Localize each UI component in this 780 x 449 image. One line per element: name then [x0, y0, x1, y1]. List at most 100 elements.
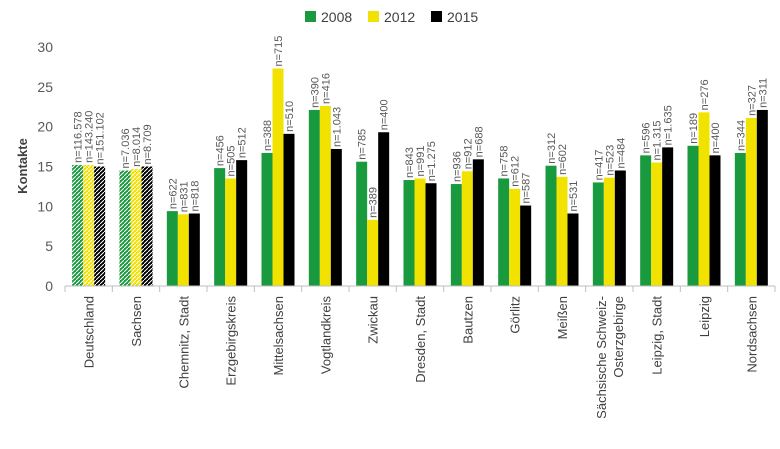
bar-g-rlitz-2012: [509, 188, 521, 286]
data-label-dresden-stadt-2008: n=843: [404, 147, 416, 178]
bar-zwickau-2012: [367, 219, 379, 286]
bar-deutschland-2012: [83, 164, 95, 286]
bar-mei-en-2012: [556, 176, 568, 286]
bar-chemnitz-stadt-2015: [188, 213, 200, 286]
category-label-sachsen: Sachsen: [129, 296, 144, 347]
bar-vogtlandkreis-2008: [308, 109, 320, 286]
bar-mittelsachsen-2012: [272, 68, 284, 286]
category-label-s-chsische-schweiz-osterzgebirge: Sächsische Schweiz- Osterzgebirge: [594, 296, 626, 419]
data-label-mei-en-2012: n=602: [557, 144, 569, 175]
data-label-deutschland-2015: n=151.102: [95, 112, 107, 164]
data-label-dresden-stadt-2015: n=1.275: [426, 141, 438, 181]
legend-label-2015: 2015: [447, 9, 478, 25]
category-label-line: Nordsachsen: [744, 296, 759, 373]
bar-leipzig-2015: [709, 155, 721, 286]
y-axis-label: Kontakte: [15, 138, 30, 194]
category-label-line: Osterzgebirge: [611, 296, 626, 378]
category-label-line: Mittelsachsen: [271, 296, 286, 375]
bar-nordsachsen-2015: [756, 109, 768, 286]
data-label-leipzig-stadt-2008: n=596: [641, 122, 653, 153]
legend-swatch-2015: [431, 11, 442, 22]
data-label-vogtlandkreis-2008: n=390: [309, 77, 321, 108]
category-label-zwickau: Zwickau: [366, 296, 381, 344]
data-label-sachsen-2015: n=8.709: [142, 124, 154, 164]
category-label-line: Görlitz: [508, 296, 523, 334]
data-label-mittelsachsen-2012: n=715: [273, 36, 285, 67]
bar-bautzen-2012: [461, 171, 473, 286]
bar-s-chsische-schweiz-osterzgebirge-2008: [592, 182, 604, 286]
bar-mittelsachsen-2008: [261, 152, 273, 286]
data-label-zwickau-2015: n=400: [379, 99, 391, 130]
category-label-dresden-stadt: Dresden, Stadt: [413, 296, 428, 383]
category-label-erzgebirgskreis: Erzgebirgskreis: [224, 296, 239, 386]
data-label-bautzen-2008: n=936: [451, 151, 463, 182]
data-label-deutschland-2012: n=143.240: [84, 111, 96, 163]
data-label-erzgebirgskreis-2015: n=512: [237, 127, 249, 158]
category-label-line: Leipzig, Stadt: [650, 296, 665, 375]
bar-leipzig-stadt-2015: [662, 147, 674, 286]
category-label-leipzig: Leipzig: [697, 296, 712, 337]
bar-zwickau-2015: [378, 132, 390, 286]
bar-nordsachsen-2012: [745, 117, 757, 286]
bar-s-chsische-schweiz-osterzgebirge-2015: [614, 170, 626, 286]
data-label-leipzig-2008: n=189: [688, 113, 700, 144]
bar-mittelsachsen-2015: [283, 133, 295, 286]
y-tick-label-20: 20: [37, 119, 53, 135]
data-label-zwickau-2012: n=389: [368, 187, 380, 218]
bar-dresden-stadt-2008: [403, 180, 415, 286]
bar-erzgebirgskreis-2015: [236, 160, 248, 286]
category-label-mei-en: Meißen: [555, 296, 570, 339]
category-label-mittelsachsen: Mittelsachsen: [271, 296, 286, 375]
data-label-nordsachsen-2008: n=344: [735, 120, 747, 151]
category-label-nordsachsen: Nordsachsen: [744, 296, 759, 373]
x-axis: Deutschland Sachsen Chemnitz, Stadt Erzgebi…: [64, 285, 776, 419]
data-label-nordsachsen-2012: n=327: [746, 85, 758, 116]
bar-s-chsische-schweiz-osterzgebirge-2012: [603, 177, 615, 286]
y-tick-label-30: 30: [37, 39, 53, 55]
category-label-chemnitz-stadt: Chemnitz, Stadt: [176, 296, 191, 389]
bar-g-rlitz-2015: [520, 205, 532, 286]
bar-sachsen-2015: [141, 166, 153, 286]
bar-g-rlitz-2008: [498, 178, 510, 286]
bar-bautzen-2015: [472, 159, 484, 286]
bar-mei-en-2008: [545, 165, 557, 286]
data-label-dresden-stadt-2012: n=991: [415, 146, 427, 177]
category-label-line: Meißen: [555, 296, 570, 339]
data-label-mittelsachsen-2008: n=388: [262, 120, 274, 151]
data-label-leipzig-2012: n=276: [699, 79, 711, 110]
category-label-g-rlitz: Görlitz: [508, 296, 523, 334]
category-label-line: Erzgebirgskreis: [224, 296, 239, 386]
bars: n=116.578 n=143.240 n=151.102 n=7.036 n=8.01…: [72, 36, 769, 287]
data-label-nordsachsen-2015: n=311: [757, 78, 769, 108]
category-label-line: Dresden, Stadt: [413, 296, 428, 383]
data-label-bautzen-2015: n=688: [473, 126, 485, 157]
data-label-sachsen-2012: n=8.014: [131, 127, 143, 167]
category-label-deutschland: Deutschland: [82, 296, 97, 368]
bar-dresden-stadt-2012: [414, 178, 426, 286]
bar-chemnitz-stadt-2008: [166, 211, 178, 286]
bar-sachsen-2008: [119, 170, 131, 286]
data-label-deutschland-2008: n=116.578: [73, 111, 85, 163]
bar-leipzig-stadt-2012: [651, 162, 663, 286]
bar-zwickau-2008: [356, 161, 368, 286]
category-label-bautzen: Bautzen: [460, 296, 475, 344]
bar-chemnitz-stadt-2012: [177, 214, 189, 286]
bar-sachsen-2012: [130, 168, 142, 286]
category-label-line: Chemnitz, Stadt: [176, 296, 191, 389]
data-label-g-rlitz-2008: n=758: [499, 146, 511, 177]
data-label-erzgebirgskreis-2012: n=505: [226, 146, 238, 177]
data-label-mei-en-2008: n=312: [546, 133, 558, 164]
bar-deutschland-2008: [72, 164, 84, 286]
data-label-sachsen-2008: n=7.036: [120, 128, 132, 168]
data-label-chemnitz-stadt-2015: n=818: [189, 181, 201, 212]
legend-swatch-2012: [368, 11, 379, 22]
data-label-zwickau-2008: n=785: [357, 129, 369, 160]
data-label-s-chsische-schweiz-osterzgebirge-2015: n=484: [615, 138, 627, 169]
category-label-leipzig-stadt: Leipzig, Stadt: [650, 296, 665, 375]
bar-mei-en-2015: [567, 213, 579, 286]
category-label-line: Zwickau: [366, 296, 381, 344]
data-label-mittelsachsen-2015: n=510: [284, 101, 296, 132]
category-label-line: Sachsen: [129, 296, 144, 347]
data-label-erzgebirgskreis-2008: n=456: [215, 135, 227, 166]
